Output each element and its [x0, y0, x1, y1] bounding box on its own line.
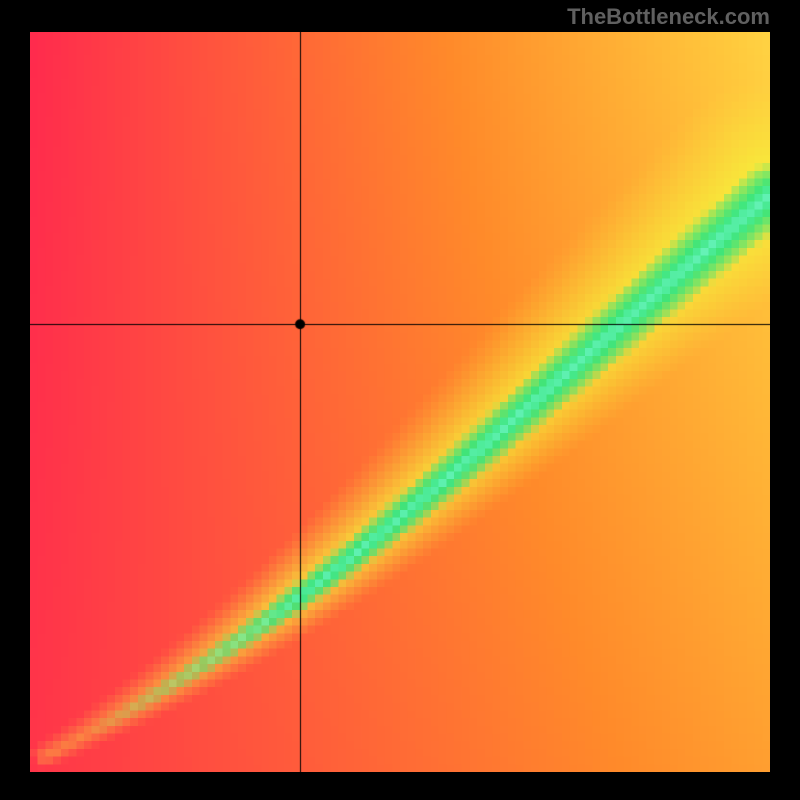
crosshair-overlay [30, 32, 770, 772]
watermark-text: TheBottleneck.com [567, 4, 770, 30]
